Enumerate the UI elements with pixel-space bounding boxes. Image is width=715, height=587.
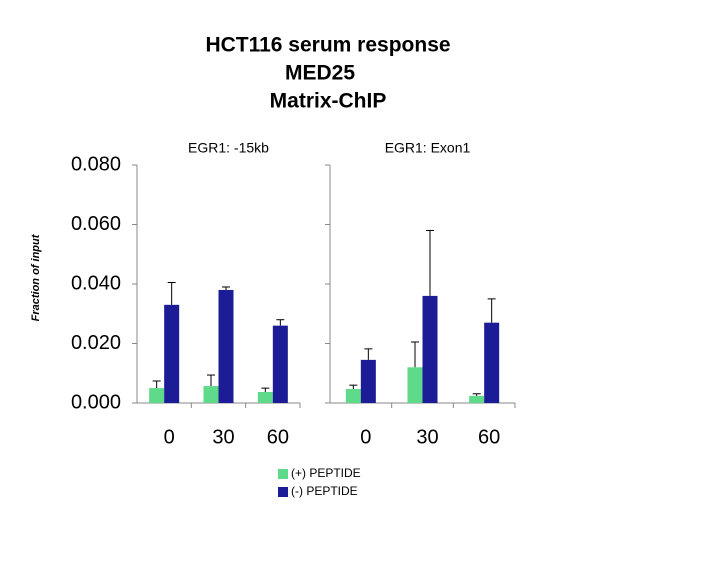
panel-title: EGR1: Exon1 <box>385 140 471 156</box>
y-tick-label: 0.060 <box>71 213 121 235</box>
legend-swatch <box>278 487 288 497</box>
chart-title: MED25 <box>285 62 355 85</box>
x-tick-label: 60 <box>267 426 289 448</box>
legend-label: (+) PEPTIDE <box>291 466 361 480</box>
bar <box>149 388 165 403</box>
x-tick-label: 30 <box>212 426 234 448</box>
y-tick-label: 0.000 <box>71 391 121 413</box>
legend-label: (-) PEPTIDE <box>291 484 358 498</box>
chart-title: Matrix-ChIP <box>270 90 387 113</box>
chart-title: HCT116 serum response <box>205 34 450 57</box>
y-axis-label: Fraction of input <box>30 233 42 321</box>
x-tick-label: 60 <box>478 426 500 448</box>
bar <box>469 395 485 403</box>
y-tick-label: 0.080 <box>71 153 121 175</box>
bar <box>422 295 438 403</box>
bar <box>360 359 376 403</box>
bar <box>218 289 234 403</box>
bar <box>257 391 273 403</box>
y-tick-label: 0.040 <box>71 272 121 294</box>
bar <box>484 322 500 403</box>
x-tick-label: 30 <box>416 426 438 448</box>
bar <box>345 389 361 403</box>
y-tick-label: 0.020 <box>71 332 121 354</box>
panel-title: EGR1: -15kb <box>188 140 269 156</box>
x-tick-label: 0 <box>164 426 175 448</box>
bar <box>164 304 180 403</box>
bar <box>203 386 219 403</box>
legend-swatch <box>278 469 288 479</box>
x-tick-label: 0 <box>360 426 371 448</box>
bar <box>272 325 288 403</box>
bar <box>407 367 423 403</box>
